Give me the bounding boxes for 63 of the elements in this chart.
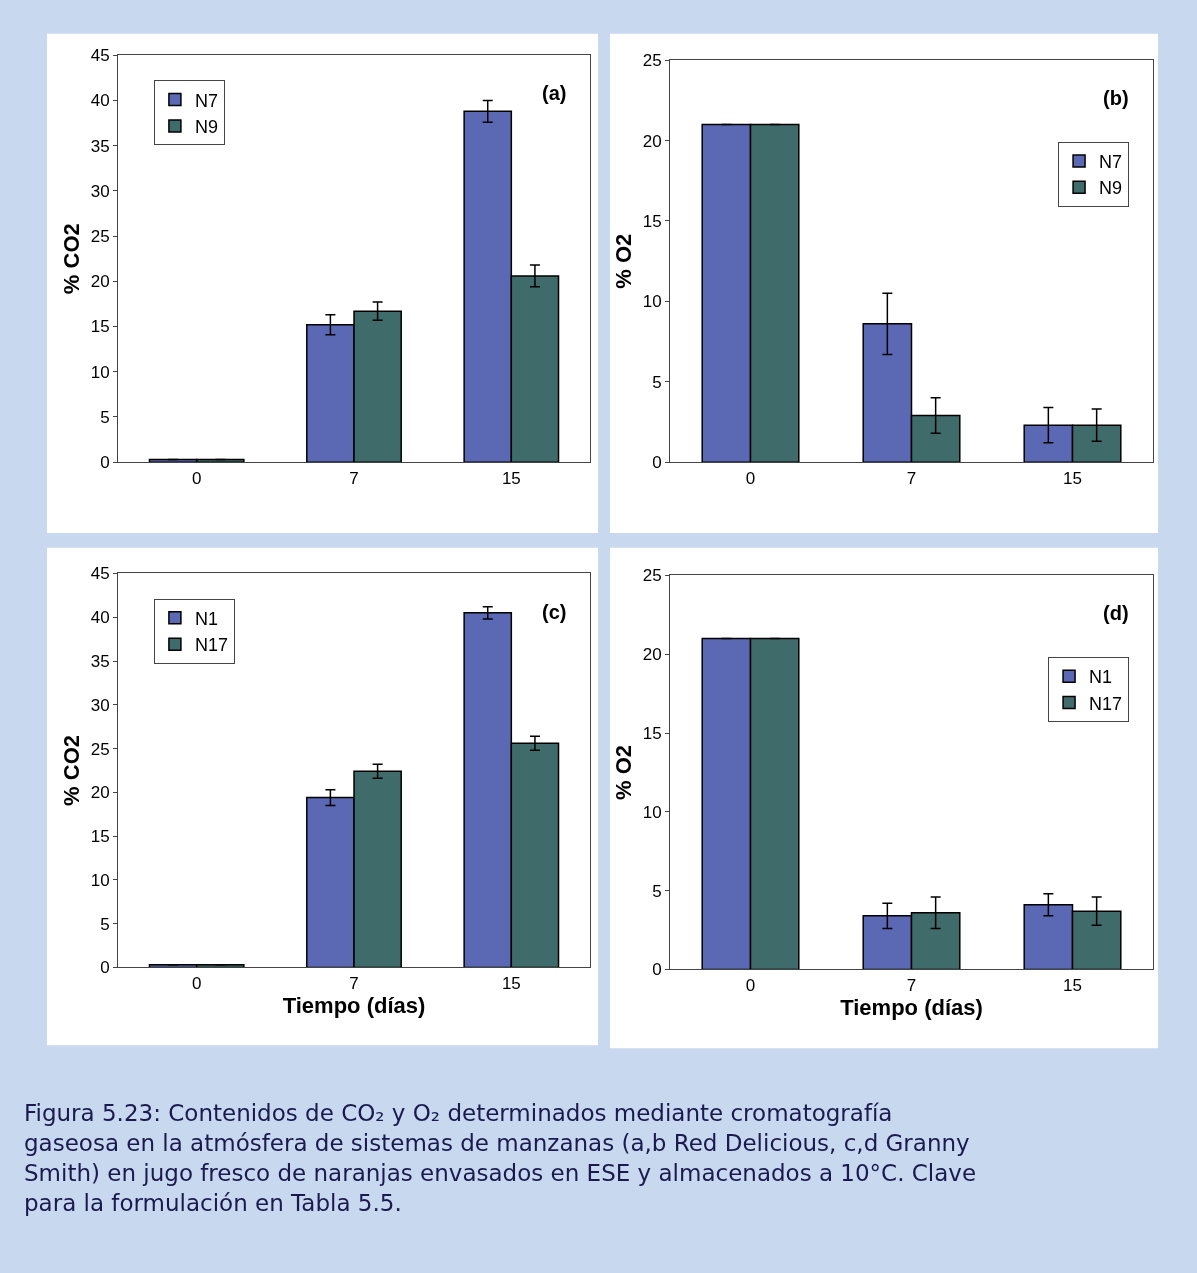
x-tick-label: 0 (191, 973, 202, 993)
y-tick-label: 0 (100, 958, 110, 978)
y-tick-label: 25 (90, 739, 110, 759)
legend-label: N17 (1089, 693, 1123, 714)
annotation: (c) (542, 601, 567, 623)
y-tick-label: 5 (100, 914, 110, 934)
y-tick-label: 25 (642, 51, 662, 71)
y-tick-label: 10 (90, 870, 110, 890)
x-tick-label: 7 (349, 973, 359, 993)
y-tick-label: 5 (652, 881, 662, 901)
y-tick-label: 15 (90, 317, 110, 337)
y-tick-label: 25 (90, 227, 110, 247)
y-tick-label: 10 (642, 292, 662, 312)
x-tick-label: 15 (501, 973, 521, 993)
legend-label: N7 (194, 90, 218, 111)
annotation: (a) (542, 82, 567, 104)
y-axis-title: % CO2 (59, 735, 85, 806)
x-tick-label: 7 (906, 975, 917, 995)
text: Figura 5.23: Contenidos de CO₂ y O₂ determinados mediante cromatografía gaseosa en la atmósfera de sistemas de manzanas (a,b Red Delicious, c,d Granny Smith) en jugo fresco de naranjas envasados en ESE y almacenados a 10°C. Clave para la formulación en Tabla 5.5. (24, 1100, 977, 1216)
x-tick-label: 7 (906, 468, 917, 488)
y-tick-label: 15 (642, 723, 662, 743)
y-tick-label: 30 (90, 695, 110, 715)
y-tick-label: 15 (642, 211, 662, 231)
y-tick-label: 0 (652, 453, 662, 473)
y-tick-label: 45 (90, 564, 110, 584)
y-tick-label: 0 (100, 453, 110, 473)
y-tick-label: 40 (90, 91, 110, 111)
x-tick-label: 7 (349, 468, 359, 488)
y-tick-label: 0 (652, 960, 662, 980)
y-tick-label: 35 (90, 651, 110, 671)
y-tick-label: 5 (652, 372, 662, 392)
y-tick-label: 20 (642, 645, 662, 665)
y-tick-label: 10 (642, 802, 662, 822)
y-tick-label: 20 (90, 272, 110, 292)
y-tick-label: 5 (100, 407, 110, 427)
y-axis-title: % CO2 (59, 223, 85, 295)
x-axis-title: Tiempo (días) (282, 992, 426, 1018)
y-tick-label: 30 (90, 181, 110, 201)
y-tick-label: 15 (90, 827, 110, 847)
x-tick-label: 15 (1063, 975, 1082, 995)
y-tick-label: 20 (90, 783, 110, 803)
x-tick-label: 0 (191, 468, 202, 488)
legend-label: N17 (194, 635, 228, 656)
x-tick-label: 0 (745, 468, 756, 488)
x-axis-title: Tiempo (días) (840, 994, 983, 1020)
y-axis-title: % O2 (611, 233, 637, 289)
x-tick-label: 0 (745, 975, 756, 995)
y-tick-label: 45 (90, 46, 110, 66)
annotation: (d) (1103, 602, 1129, 624)
y-tick-label: 10 (90, 362, 110, 382)
y-tick-label: 40 (90, 608, 110, 628)
annotation: (b) (1103, 87, 1129, 109)
legend-label: N9 (1099, 178, 1123, 199)
x-tick-label: 15 (1063, 468, 1082, 488)
legend-label: N1 (194, 608, 218, 629)
legend-label: N1 (1089, 667, 1113, 688)
legend-label: N7 (1099, 151, 1123, 172)
y-tick-label: 20 (642, 131, 662, 151)
y-axis-title: % O2 (611, 744, 637, 800)
x-tick-label: 15 (501, 468, 521, 488)
y-tick-label: 35 (90, 136, 110, 156)
legend-label: N9 (194, 117, 218, 137)
y-tick-label: 25 (642, 566, 662, 586)
